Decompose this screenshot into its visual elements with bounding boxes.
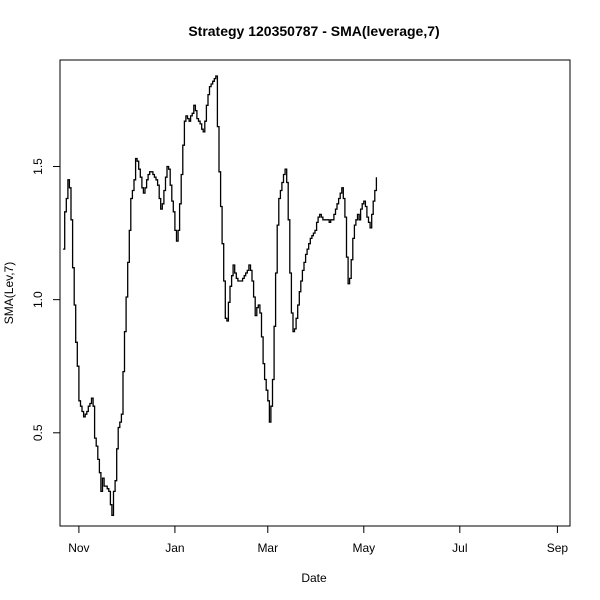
x-tick-label: Nov — [68, 541, 89, 555]
y-axis-title: SMA(Lev,7) — [2, 262, 16, 324]
x-tick-label: Sep — [547, 541, 569, 555]
y-tick-label: 1.0 — [31, 291, 45, 308]
x-tick-label: Mar — [257, 541, 278, 555]
x-axis-title: Date — [301, 571, 327, 585]
x-tick-label: Jan — [165, 541, 184, 555]
series-line-0 — [63, 75, 378, 516]
chart-title: Strategy 120350787 - SMA(leverage,7) — [188, 23, 439, 39]
series-group — [63, 75, 378, 516]
x-tick-label: May — [352, 541, 375, 555]
y-axis: 0.5 1.0 1.5 — [31, 158, 61, 441]
y-tick-label: 0.5 — [31, 424, 45, 441]
x-axis: Nov Jan Mar May Jul Sep — [68, 525, 569, 555]
plot-area-frame — [59, 59, 571, 527]
y-tick-label: 1.5 — [31, 158, 45, 175]
x-tick-label: Jul — [452, 541, 467, 555]
